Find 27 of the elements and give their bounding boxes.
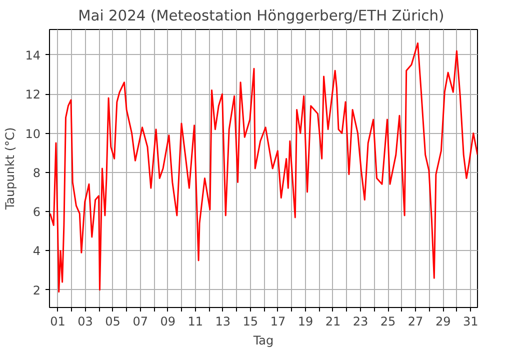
y-tick-label: 6: [32, 205, 41, 220]
x-tick-label: 07: [132, 314, 148, 328]
y-tick-label: 2: [32, 283, 41, 298]
y-tick-label: 4: [32, 244, 41, 258]
x-tick-label: 21: [325, 314, 341, 328]
y-tick-label: 14: [25, 48, 41, 62]
x-tick-label: 25: [380, 314, 396, 328]
x-tick-label: 01: [50, 314, 66, 328]
x-tick-label: 05: [105, 314, 120, 328]
x-tick-label: 27: [408, 314, 424, 328]
x-tick-label: 09: [160, 314, 176, 328]
y-axis-title: Taupunkt (°C): [3, 127, 18, 211]
chart-title: Mai 2024 (Meteostation Hönggerberg/ETH Zürich): [78, 8, 444, 24]
y-tick-label: 12: [25, 88, 41, 102]
x-tick-label: 29: [435, 314, 451, 328]
x-tick-label: 15: [242, 314, 258, 328]
line-series: [50, 42, 478, 293]
x-tick-label: 17: [270, 314, 286, 328]
x-tick-label: 19: [298, 314, 314, 328]
x-tick-label: 13: [215, 314, 231, 328]
x-tick-label: 03: [78, 314, 93, 328]
x-tick-label: 23: [352, 314, 368, 328]
x-tick-label: 11: [188, 314, 204, 328]
y-tick-label: 10: [25, 126, 41, 141]
x-tick-label: 31: [462, 314, 478, 328]
y-tick-label: 8: [32, 166, 41, 180]
x-axis-title: Tag: [252, 334, 274, 348]
